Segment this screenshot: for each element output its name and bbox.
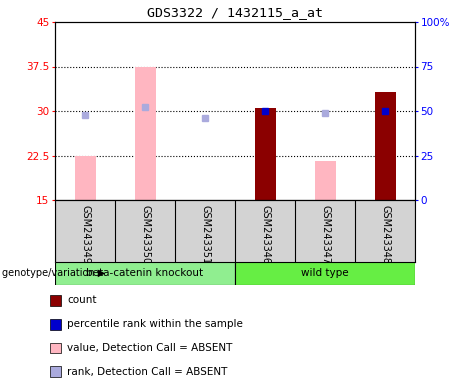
Bar — [314, 161, 336, 200]
Bar — [135, 66, 155, 200]
Bar — [374, 92, 396, 200]
Text: GSM243347: GSM243347 — [320, 205, 330, 264]
Bar — [254, 108, 276, 200]
Title: GDS3322 / 1432115_a_at: GDS3322 / 1432115_a_at — [147, 7, 323, 20]
Text: genotype/variation ▶: genotype/variation ▶ — [2, 268, 106, 278]
Text: wild type: wild type — [301, 268, 349, 278]
Text: beta-catenin knockout: beta-catenin knockout — [87, 268, 204, 278]
Bar — [75, 156, 95, 200]
Text: GSM243346: GSM243346 — [260, 205, 270, 264]
Text: value, Detection Call = ABSENT: value, Detection Call = ABSENT — [67, 343, 233, 353]
Text: GSM243348: GSM243348 — [380, 205, 390, 264]
Bar — [55, 262, 235, 285]
Text: count: count — [67, 295, 97, 305]
Bar — [195, 200, 215, 201]
Text: percentile rank within the sample: percentile rank within the sample — [67, 319, 243, 329]
Text: rank, Detection Call = ABSENT: rank, Detection Call = ABSENT — [67, 367, 228, 377]
Bar — [235, 262, 415, 285]
Text: GSM243349: GSM243349 — [80, 205, 90, 264]
Text: GSM243350: GSM243350 — [140, 205, 150, 264]
Text: GSM243351: GSM243351 — [200, 205, 210, 264]
